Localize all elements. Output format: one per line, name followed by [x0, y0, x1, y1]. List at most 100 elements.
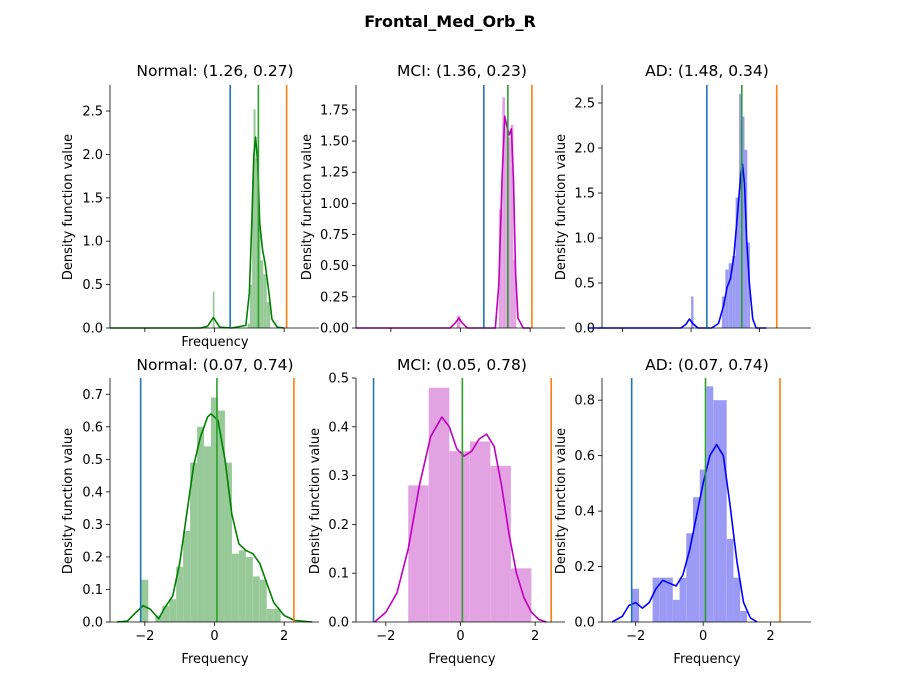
histogram-bar-4: [672, 599, 680, 622]
kde-curve: [611, 443, 758, 623]
histogram-bar-0: [141, 579, 149, 622]
histogram-bar-0: [212, 291, 215, 328]
histogram-bar-2: [502, 97, 506, 329]
histogram-bar-5: [679, 577, 687, 622]
y-tick-label: 1.5: [574, 187, 595, 202]
histogram-bar-0: [457, 315, 461, 328]
histogram-bar-2: [725, 269, 729, 328]
histogram-bar-10: [713, 400, 720, 622]
plot-area: [110, 85, 288, 329]
y-axis-label: Density function value: [300, 134, 315, 280]
y-tick-label: 0.0: [328, 616, 349, 631]
y-tick-label: 2.5: [574, 97, 595, 112]
y-tick-label: 0.8: [574, 394, 595, 409]
histogram-bar-13: [238, 550, 246, 622]
y-tick-label: 1.50: [320, 135, 349, 150]
histogram-bar-6: [190, 462, 198, 622]
axes: 0.0 0.1 0.2 0.3 0.4 0.5 −2 0 2: [328, 372, 565, 644]
figure-title: Frontal_Med_Orb_R: [364, 12, 536, 31]
y-tick-label: 0.4: [328, 420, 349, 435]
y-tick-label: 0.5: [574, 277, 595, 292]
y-tick-label: 0.00: [320, 322, 349, 337]
histogram-bar-3: [252, 180, 254, 328]
kde-curve: [116, 412, 313, 623]
x-tick-label: 2: [280, 629, 288, 644]
histogram-bar-0: [632, 588, 640, 622]
histogram-bar-13: [733, 577, 741, 622]
y-tick-label: 0.1: [82, 583, 103, 598]
y-tick-label: 2.5: [82, 105, 103, 120]
y-tick-label: 0.1: [328, 567, 349, 582]
y-tick-label: 0.3: [82, 518, 103, 533]
histogram-bar-4: [732, 256, 736, 328]
histogram-bar-8: [263, 274, 267, 328]
x-tick-label: 2: [766, 629, 774, 644]
kde-curve: [588, 163, 767, 329]
axes: 0.0 0.2 0.4 0.6 0.8 −2 0 2: [574, 378, 811, 644]
y-tick-label: 2.0: [574, 142, 595, 157]
histogram-bar-5: [510, 124, 514, 328]
x-tick-label: 0: [210, 629, 218, 644]
histogram-bar-7: [741, 116, 745, 328]
y-tick-label: 0.2: [82, 550, 103, 565]
histogram-bar-4: [176, 566, 184, 622]
histogram-bar-9: [747, 242, 751, 328]
histogram-bar-16: [259, 579, 267, 622]
histogram-bar-1: [247, 323, 251, 328]
y-tick-label: 1.5: [82, 191, 103, 206]
histogram-bar-1: [428, 387, 450, 622]
plot-area: [116, 378, 313, 623]
histogram-bar-4: [490, 465, 511, 622]
histogram-bar-15: [252, 576, 260, 622]
histogram-bar-12: [231, 553, 239, 622]
x-tick-label: 0: [456, 629, 464, 644]
y-axis-label: Density function value: [554, 134, 569, 280]
y-tick-label: 0.75: [320, 228, 349, 243]
x-axis-label: Frequency: [181, 335, 248, 350]
subplot-title: Normal: (0.07, 0.74): [136, 356, 293, 374]
histogram-bar-12: [726, 538, 734, 622]
y-axis-label: Density function value: [308, 428, 323, 574]
plot-area: [611, 378, 781, 623]
y-axis-label: Density function value: [554, 428, 569, 574]
subplot-title: MCI: (1.36, 0.23): [397, 62, 527, 80]
subplot-ad-bottom: AD: (0.07, 0.74) Density function value …: [554, 356, 811, 667]
y-tick-label: 0.50: [320, 259, 349, 274]
histogram-bar-5: [735, 197, 740, 328]
y-tick-label: 0.0: [82, 322, 103, 337]
histogram-bar-11: [719, 400, 727, 622]
histogram-bar-6: [686, 533, 694, 622]
plot-area: [372, 378, 552, 623]
x-axis-label: Frequency: [181, 652, 248, 667]
histogram-bar-3: [666, 577, 673, 622]
histogram-bar-7: [260, 260, 264, 328]
y-axis-label: Density function value: [61, 134, 76, 280]
histogram-bar-8: [204, 446, 212, 622]
histogram-bar-2: [162, 605, 170, 622]
y-tick-label: 0.7: [82, 388, 103, 403]
x-axis-label: Frequency: [673, 652, 740, 667]
histogram-bar-9: [211, 397, 218, 622]
y-tick-label: 0.5: [82, 278, 103, 293]
subplot-mci-bottom: MCI: (0.05, 0.78) Density function value…: [308, 356, 565, 667]
histogram-bar-14: [245, 556, 253, 622]
histogram-bar-0: [691, 296, 694, 328]
x-tick-label: −2: [626, 629, 645, 644]
kde-curve: [374, 416, 547, 623]
histogram-bar-9: [706, 386, 714, 622]
histogram-bar-14: [740, 610, 747, 622]
y-tick-label: 0.6: [574, 449, 595, 464]
histogram-bar-18: [273, 608, 281, 622]
y-tick-label: 0.5: [82, 453, 103, 468]
histogram-bar-3: [169, 599, 177, 622]
x-tick-label: −2: [376, 629, 395, 644]
histogram-bar-3: [728, 263, 733, 328]
x-axis-label: Frequency: [428, 652, 495, 667]
y-tick-label: 0.2: [328, 518, 349, 533]
y-tick-label: 0.25: [320, 290, 349, 305]
histogram-bar-8: [699, 469, 707, 622]
y-tick-label: 0.6: [82, 420, 103, 435]
histogram-bar-4: [253, 109, 256, 328]
y-tick-label: 1.75: [320, 103, 349, 118]
axes: 0.0 0.5 1.0 1.5 2.0 2.5: [574, 85, 811, 337]
